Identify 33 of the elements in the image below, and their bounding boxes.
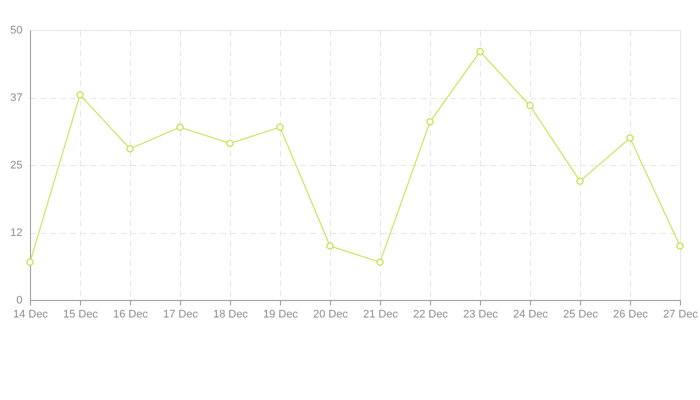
x-tick-label: 14 Dec (13, 308, 48, 320)
x-tick-label: 15 Dec (63, 308, 98, 320)
y-tick-label: 0 (16, 294, 22, 306)
point (326, 242, 334, 250)
point (176, 124, 184, 131)
point (276, 124, 284, 131)
point (376, 258, 384, 266)
x-tick-label: 18 Dec (213, 308, 248, 320)
y-tick-label: 25 (10, 160, 22, 172)
point (626, 134, 634, 142)
x-tick-label: 22 Dec (413, 308, 448, 320)
point (526, 102, 534, 110)
y-tick-label: 50 (10, 24, 22, 36)
x-tick-label: 20 Dec (313, 308, 348, 320)
x-tick-label: 26 Dec (613, 308, 648, 320)
x-tick-label: 19 Dec (263, 308, 298, 320)
x-tick-label: 21 Dec (363, 308, 398, 320)
point (426, 118, 434, 126)
point (576, 178, 584, 185)
point (26, 258, 34, 266)
x-tick-label: 27 Dec (663, 308, 698, 320)
x-tick-label: 17 Dec (163, 308, 198, 320)
point (676, 242, 684, 250)
point (476, 48, 484, 56)
x-tick-label: 24 Dec (513, 308, 548, 320)
y-tick-label: 37 (10, 92, 22, 104)
point (226, 140, 234, 148)
x-tick-label: 25 Dec (563, 308, 598, 320)
y-tick-label: 12 (10, 227, 22, 239)
point (126, 145, 134, 152)
point (76, 91, 84, 98)
x-tick-label: 23 Dec (463, 308, 498, 320)
x-tick-label: 16 Dec (113, 308, 148, 320)
